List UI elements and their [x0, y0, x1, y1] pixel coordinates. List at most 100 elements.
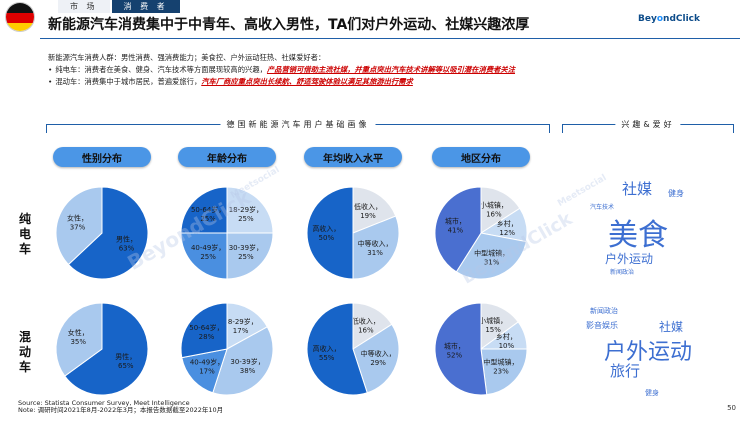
pie-slice-value: 17%	[199, 368, 215, 376]
pie-slice-value: 28%	[199, 333, 215, 341]
column-header-region: 地区分布	[432, 147, 530, 167]
pie-slice-value: 19%	[360, 212, 376, 220]
summary-text: 新能源汽车消费人群：男性消费、强消费能力；美食控、户外运动狂热、社媒爱好者： •…	[48, 52, 738, 88]
word-cloud-term: 影音娱乐	[586, 321, 618, 330]
pie-slice-value: 17%	[233, 327, 249, 335]
pie-slice-label: 40-49岁，	[190, 358, 224, 367]
pie-slice	[434, 186, 482, 273]
pie-slice-value: 52%	[447, 352, 463, 360]
breadcrumb-market[interactable]: 市 场	[58, 0, 110, 13]
brand-logo: BeyondClick	[638, 14, 700, 24]
word-cloud-term: 健身	[668, 189, 684, 198]
pie-slice-value: 15%	[485, 326, 501, 334]
pie-slice	[306, 186, 354, 280]
pie-slice	[480, 348, 528, 396]
column-header-age: 年龄分布	[178, 147, 276, 167]
column-header-gender: 性别分布	[53, 147, 151, 167]
pie-slice-label: 30-39岁，	[229, 243, 263, 252]
pie-slice-label: 男性，	[115, 352, 136, 361]
pie-chart: 男性，65% 女性，35%	[55, 302, 149, 396]
pie-slice-label: 低收入，	[352, 317, 380, 326]
word-cloud-term: 社媒	[659, 320, 684, 334]
breadcrumb: 市 场 消 费 者	[58, 0, 180, 13]
pie-slice	[180, 302, 228, 359]
row-label-hybrid: 混 动 车	[18, 330, 31, 374]
interests-section-header: 兴趣&爱好	[562, 119, 734, 140]
germany-flag-icon	[5, 2, 35, 32]
pie-slice	[352, 323, 400, 394]
pie-slice	[180, 186, 228, 234]
pie-slice	[480, 186, 521, 234]
breadcrumb-consumer[interactable]: 消 费 者	[111, 0, 180, 13]
pie-chart: 低收入，16% 中等收入，29% 高收入，55%	[306, 302, 400, 396]
pie-slice	[226, 302, 268, 350]
pie-chart: 18-29岁，17%30-39岁，38%40-49岁，17%50-64岁，28%	[180, 302, 274, 396]
pie-slice-value: 38%	[240, 367, 256, 375]
pie-chart: 18-29岁，25%30-39岁，25%40-49岁，25%50-64岁，25%	[180, 186, 274, 280]
pie-chart: 小城镇，15%乡村，10% 中型城镇，23% 城市，52%	[434, 302, 528, 396]
pie-slice-label: 50-64岁，	[191, 205, 225, 214]
pie-slice	[226, 232, 274, 280]
word-cloud-term: 健身	[645, 389, 659, 397]
pie-slice	[352, 302, 393, 350]
column-header-income: 年均收入水平	[304, 147, 402, 167]
pie-slice-value: 35%	[70, 338, 86, 346]
pie-slice-label: 高收入，	[312, 224, 340, 233]
pie-slice-label: 50-64岁，	[189, 323, 223, 332]
pie-slice-label: 男性，	[116, 235, 137, 244]
pie-slice-label: 女性，	[68, 328, 89, 337]
pie-slice	[434, 302, 488, 396]
pie-slice-value: 65%	[118, 362, 134, 370]
pie-chart: 小城镇，16%乡村，12% 中型城镇，31% 城市，41%	[434, 186, 528, 280]
word-cloud-term: 户外运动	[604, 340, 693, 365]
pie-slice	[67, 186, 149, 280]
pie-slice-label: 中等收入，	[361, 349, 396, 358]
footer-source: Source: Statista Consumer Survey, Meet I…	[18, 399, 190, 407]
pie-slice-label: 中型城镇，	[484, 358, 519, 367]
pie-slice	[55, 302, 103, 377]
pie-slice-value: 12%	[499, 229, 515, 237]
pie-chart: 低收入，19% 中等收入，31% 高收入，50%	[306, 186, 400, 280]
pie-slice-value: 50%	[319, 234, 335, 242]
pie-slice-label: 30-39岁，	[230, 357, 264, 366]
pie-slice	[181, 348, 228, 394]
word-cloud-term: 户外运动	[605, 252, 654, 266]
pie-slice-value: 37%	[70, 223, 86, 231]
pie-slice	[352, 215, 400, 280]
footer-note: Note: 调研时间2021年8月-2022年3月；本报告数据截至2022年10…	[18, 406, 224, 414]
pie-slice-label: 小城镇，	[480, 201, 508, 210]
pie-slice-label: 城市，	[444, 342, 465, 351]
pie-slice	[212, 326, 274, 396]
pie-slice-label: 18-29岁，	[229, 205, 263, 214]
pie-slice-label: 低收入，	[354, 202, 382, 211]
pie-slice-value: 41%	[448, 227, 464, 235]
pie-slice-value: 31%	[367, 249, 383, 257]
pie-slice-value: 16%	[486, 211, 502, 219]
pie-slice-value: 25%	[200, 253, 216, 261]
title-divider	[40, 38, 740, 39]
summary-bullet-hybrid: • 混动车：消费集中于城市居民，普遍爱旅行，汽车厂商应重点突出长续航、舒适驾驶体验…	[48, 77, 413, 86]
pie-chart: 男性，63% 女性，37%	[55, 186, 149, 280]
page-number: 50	[727, 404, 736, 412]
pie-slice-label: 中型城镇，	[474, 248, 509, 257]
pie-slice-label: 乡村，	[497, 219, 518, 228]
pie-slice-label: 18-29岁，	[223, 317, 257, 326]
pie-slice-value: 25%	[200, 215, 216, 223]
pie-slice-value: 29%	[370, 359, 386, 367]
summary-bullet-bev: • 纯电车：消费者在美食、健身、汽车技术等方面展现较高的兴趣，产品营销可借助主流社…	[48, 65, 516, 74]
profile-section-header: 德国新能源汽车用户基础画像	[46, 119, 550, 140]
row-label-bev: 纯 电 车	[18, 212, 31, 256]
pie-slice-value: 23%	[493, 368, 509, 376]
footer-notes: Source: Statista Consumer Survey, Meet I…	[18, 400, 278, 414]
pie-slice-value: 10%	[499, 342, 515, 350]
pie-slice	[64, 302, 149, 396]
pie-slice-value: 16%	[358, 327, 374, 335]
pie-slice-label: 女性，	[67, 213, 88, 222]
pie-slice-label: 乡村，	[496, 332, 517, 341]
word-cloud-term: 旅行	[610, 362, 641, 380]
pie-slice-label: 中等收入，	[358, 239, 393, 248]
summary-intro: 新能源汽车消费人群：男性消费、强消费能力；美食控、户外运动狂热、社媒爱好者：	[48, 53, 326, 62]
pie-slice	[306, 302, 368, 396]
pie-slice	[352, 186, 397, 234]
